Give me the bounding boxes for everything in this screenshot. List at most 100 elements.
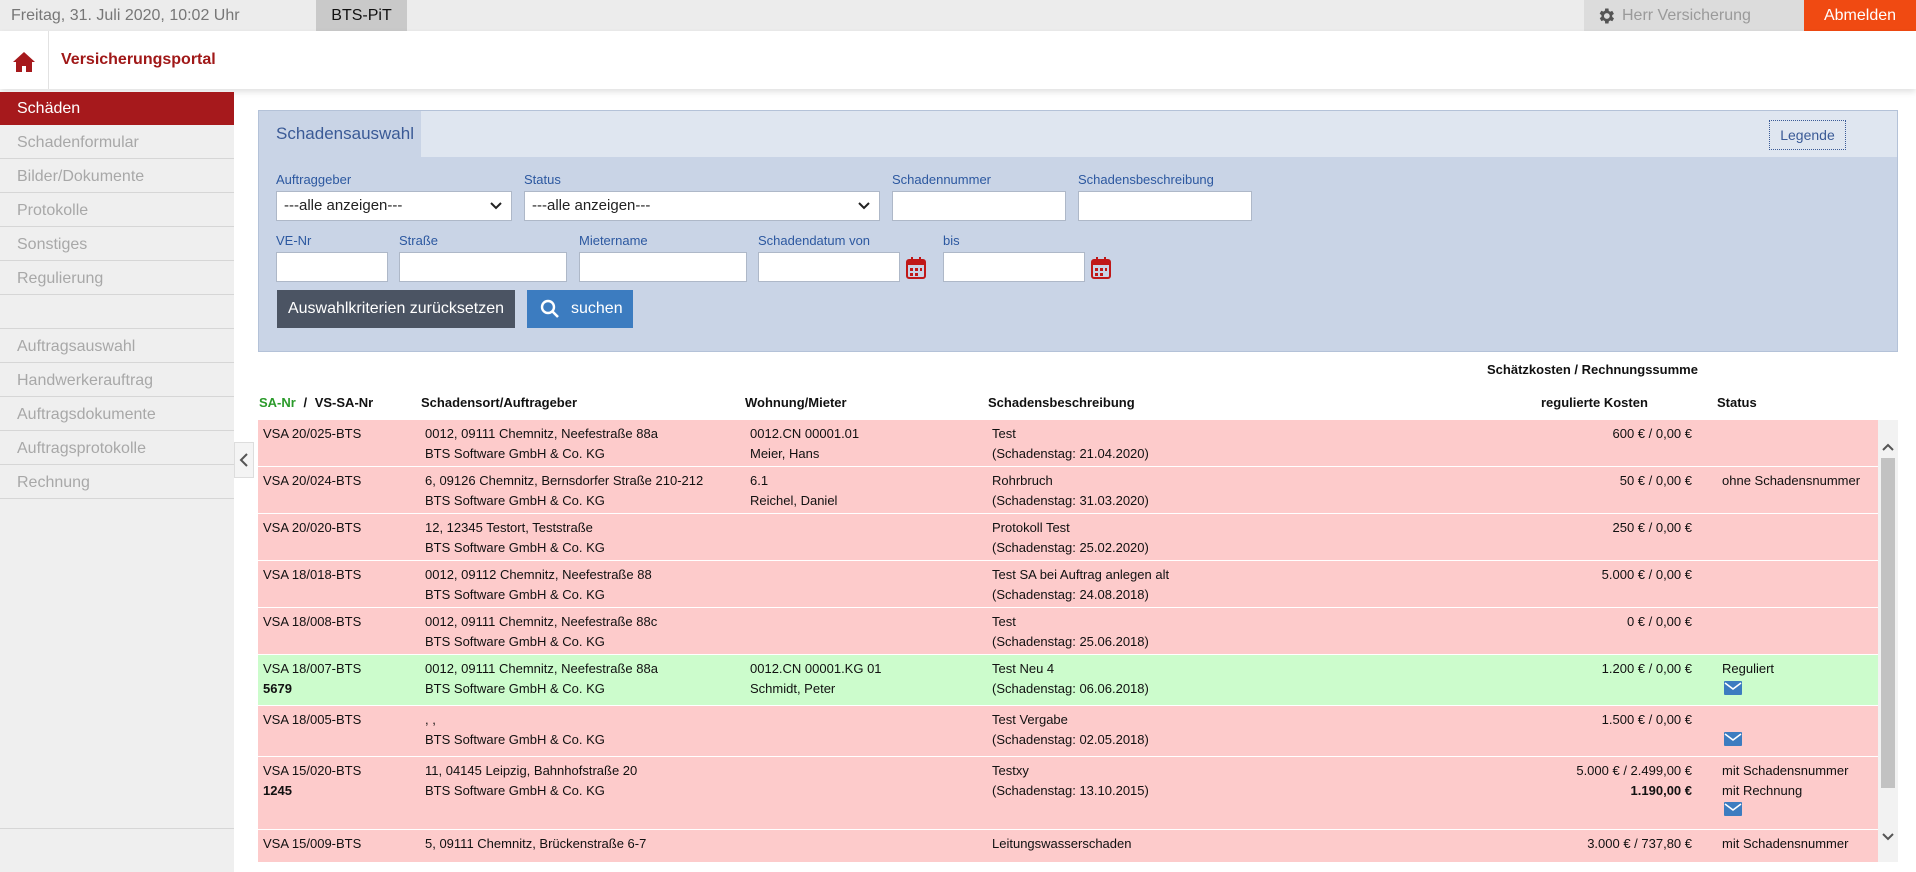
user-menu[interactable]: Herr Versicherung [1584, 0, 1804, 31]
status-detail-cell: mit Rechnung [1722, 783, 1803, 798]
mail-icon[interactable] [1724, 732, 1742, 746]
date-time: Freitag, 31. Juli 2020, 10:02 Uhr [11, 7, 240, 24]
beschreibung-cell: Test [992, 426, 1016, 441]
schadensort-cell: 0012, 09111 Chemnitz, Neefestraße 88a [425, 661, 658, 676]
sidebar-item-auftragsprotokolle[interactable]: Auftragsprotokolle [0, 432, 234, 465]
reset-button[interactable]: Auswahlkriterien zurücksetzen [277, 290, 515, 328]
sidebar-item-schaeden[interactable]: Schäden [0, 92, 234, 125]
schadensort-cell: 0012, 09111 Chemnitz, Neefestraße 88c [425, 614, 658, 629]
chevron-down-icon [490, 202, 502, 210]
header-status[interactable]: Status [1717, 395, 1757, 410]
header-regulierte-kosten[interactable]: regulierte Kosten [1541, 395, 1648, 410]
schadensbeschreibung-input[interactable] [1078, 191, 1252, 221]
kosten-cell: 1.500 € / 0,00 € [1601, 712, 1692, 727]
status-cell: ohne Schadensnummer [1722, 473, 1861, 488]
sidebar: Schäden Schadenformular Bilder/Dokumente… [0, 92, 234, 872]
header-beschreibung[interactable]: Schadensbeschreibung [988, 395, 1135, 410]
auftraggeber-cell: BTS Software GmbH & Co. KG [425, 493, 605, 508]
table-row[interactable]: VSA 15/009-BTS 5, 09111 Chemnitz, Brücken… [258, 830, 1878, 862]
wohnung-cell: 0012.CN 00001.KG 01 [750, 661, 882, 676]
app-tab[interactable]: BTS-PiT [316, 0, 407, 31]
table-row[interactable]: VSA 20/024-BTS 6, 09126 Chemnitz, Bernsdo… [258, 467, 1878, 514]
header-slash: / [303, 395, 308, 410]
strasse-input[interactable] [399, 252, 567, 282]
bis-input[interactable] [943, 252, 1085, 282]
sidebar-item-protokolle[interactable]: Protokolle [0, 194, 234, 227]
calendar-icon[interactable] [1090, 256, 1112, 280]
header-sa-nr-label: SA-Nr [259, 395, 296, 410]
mieter-cell: Meier, Hans [750, 446, 820, 461]
schadenstag-cell: (Schadenstag: 13.10.2015) [992, 783, 1149, 798]
sa-nr-cell: VSA 20/025-BTS [263, 426, 362, 441]
beschreibung-cell: Test Neu 4 [992, 661, 1055, 676]
schadenstag-cell: (Schadenstag: 06.06.2018) [992, 681, 1149, 696]
calendar-icon[interactable] [905, 256, 927, 280]
ve-nr-label: VE-Nr [276, 233, 312, 248]
schadenstag-cell: (Schadenstag: 25.02.2020) [992, 540, 1149, 555]
sidebar-item-regulierung[interactable]: Regulierung [0, 262, 234, 295]
table-row[interactable]: VSA 20/025-BTS 0012, 09111 Chemnitz, Neef… [258, 420, 1878, 467]
header-wohnung[interactable]: Wohnung/Mieter [745, 395, 847, 410]
status-label: Status [524, 172, 561, 187]
auftraggeber-cell: BTS Software GmbH & Co. KG [425, 681, 605, 696]
auftraggeber-select[interactable]: ---alle anzeigen--- [276, 191, 512, 221]
sidebar-item-bilder-dokumente[interactable]: Bilder/Dokumente [0, 160, 234, 193]
sa-nr-cell: VSA 18/007-BTS [263, 661, 362, 676]
tab-schadensauswahl[interactable]: Schadensauswahl [259, 111, 421, 157]
schadennummer-input[interactable] [892, 191, 1066, 221]
mail-icon[interactable] [1724, 802, 1742, 816]
beschreibung-cell: Test SA bei Auftrag anlegen alt [992, 567, 1170, 582]
schadendatum-von-input[interactable] [758, 252, 900, 282]
table-row[interactable]: VSA 18/007-BTS 5679 0012, 09111 Chemnitz, … [258, 655, 1878, 706]
top-bar: Freitag, 31. Juli 2020, 10:02 Uhr BTS-Pi… [0, 0, 1916, 31]
table-row[interactable]: VSA 18/005-BTS , , BTS Software GmbH & Co.… [258, 706, 1878, 757]
search-button[interactable]: suchen [527, 290, 633, 328]
gear-icon [1599, 8, 1614, 24]
sidebar-item-handwerkerauftrag[interactable]: Handwerkerauftrag [0, 364, 234, 397]
sidebar-item-schadenformular[interactable]: Schadenformular [0, 126, 234, 159]
schadenstag-cell: (Schadenstag: 02.05.2018) [992, 732, 1149, 747]
schadenstag-cell: (Schadenstag: 25.06.2018) [992, 634, 1149, 649]
sidebar-item-sonstiges[interactable]: Sonstiges [0, 228, 234, 261]
table-row[interactable]: VSA 15/020-BTS 1245 11, 04145 Leipzig, Bah… [258, 757, 1878, 830]
status-cell: Reguliert [1722, 661, 1775, 676]
header-schadensort[interactable]: Schadensort/Auftrageber [421, 395, 578, 410]
status-value: ---alle anzeigen--- [532, 197, 651, 214]
schadensort-cell: , , [425, 712, 436, 727]
table-row[interactable]: VSA 18/008-BTS 0012, 09111 Chemnitz, Neef… [258, 608, 1878, 655]
schadensort-cell: 0012, 09111 Chemnitz, Neefestraße 88a [425, 426, 658, 441]
header-sa-nr[interactable]: SA-Nr / VS-SA-Nr [259, 395, 373, 410]
filter-panel: Schadensauswahl Legende Auftraggeber ---… [258, 110, 1898, 352]
schadenstag-cell: (Schadenstag: 21.04.2020) [992, 446, 1149, 461]
sa-nr-cell: VSA 18/018-BTS [263, 567, 362, 582]
header-vs-sa-nr-label: VS-SA-Nr [314, 395, 374, 410]
mietername-label: Mietername [579, 233, 648, 248]
beschreibung-cell: Rohrbruch [992, 473, 1053, 488]
sidebar-item-rechnung[interactable]: Rechnung [0, 466, 234, 499]
mietername-input[interactable] [579, 252, 747, 282]
beschreibung-cell: Protokoll Test [992, 520, 1070, 535]
logout-button[interactable]: Abmelden [1804, 0, 1916, 31]
schadenstag-cell: (Schadenstag: 24.08.2018) [992, 587, 1149, 602]
wohnung-cell: 0012.CN 00001.01 [750, 426, 860, 441]
search-button-label: suchen [571, 300, 623, 317]
mail-icon[interactable] [1724, 681, 1742, 695]
scrollbar-thumb[interactable] [1881, 458, 1895, 788]
table-row[interactable]: VSA 20/020-BTS 12, 12345 Testort, Teststr… [258, 514, 1878, 561]
sidebar-collapse-button[interactable] [234, 442, 254, 478]
home-icon[interactable] [12, 51, 36, 73]
table-row[interactable]: VSA 18/018-BTS 0012, 09112 Chemnitz, Neef… [258, 561, 1878, 608]
table-scrollbar[interactable] [1878, 420, 1898, 862]
sidebar-item-auftragsdokumente[interactable]: Auftragsdokumente [0, 398, 234, 431]
ve-nr-input[interactable] [276, 252, 388, 282]
auftraggeber-cell: BTS Software GmbH & Co. KG [425, 446, 605, 461]
search-icon [540, 299, 559, 318]
chevron-up-icon[interactable] [1881, 440, 1895, 454]
portal-title[interactable]: Versicherungsportal [61, 51, 216, 68]
status-select[interactable]: ---alle anzeigen--- [524, 191, 880, 221]
sidebar-item-auftragsauswahl[interactable]: Auftragsauswahl [0, 330, 234, 363]
sa-nr-cell: VSA 18/005-BTS [263, 712, 362, 727]
legende-button[interactable]: Legende [1769, 120, 1846, 150]
sa-nr-cell: VSA 20/024-BTS [263, 473, 362, 488]
chevron-down-icon[interactable] [1881, 830, 1895, 844]
